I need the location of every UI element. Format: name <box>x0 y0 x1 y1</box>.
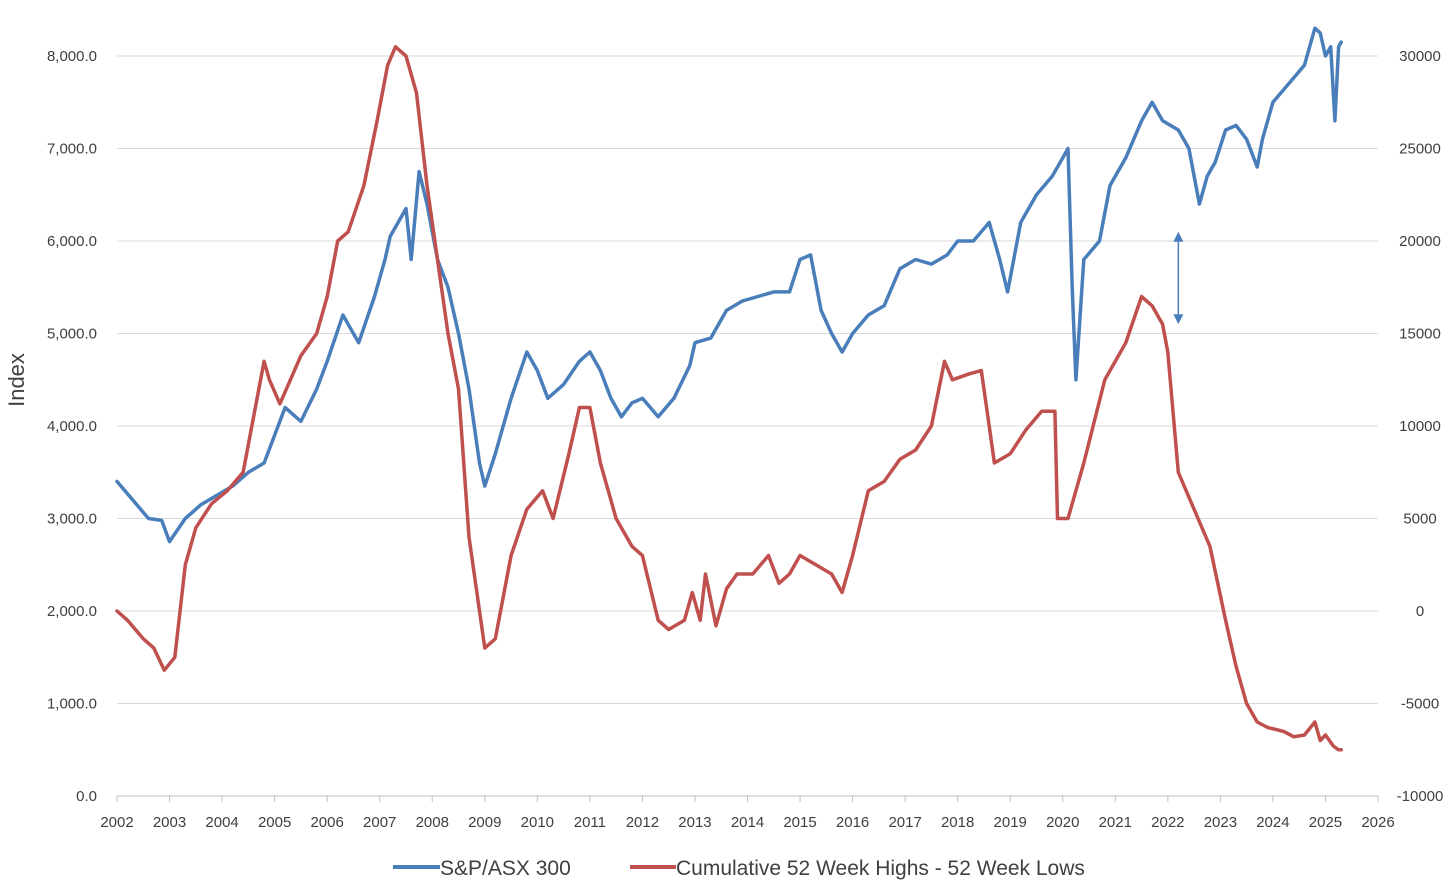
y-tick-label: 8,000.0 <box>47 48 97 65</box>
x-tick-label: 2020 <box>1046 814 1079 831</box>
x-tick-label: 2019 <box>994 814 1027 831</box>
x-tick-label: 2023 <box>1204 814 1237 831</box>
y2-tick-label: 20000 <box>1399 233 1441 250</box>
legend: S&P/ASX 300 Cumulative 52 Week Highs - 52… <box>393 857 1085 880</box>
arrow-head-up <box>1173 231 1184 242</box>
y-tick-label: 3,000.0 <box>47 511 97 528</box>
y-tick-label: 0.0 <box>76 788 97 805</box>
x-tick-label: 2016 <box>836 814 869 831</box>
y2-tick-label: 10000 <box>1399 418 1441 435</box>
y2-tick-label: 25000 <box>1399 141 1441 158</box>
axes: 0.0 1,000.0 2,000.0 3,000.0 4,000.0 5,000.0 6,… <box>47 48 1443 831</box>
arrow-head-down <box>1173 314 1184 325</box>
y-tick-label: 1,000.0 <box>47 696 97 713</box>
x-tick-label: 2024 <box>1256 814 1289 831</box>
x-tick-label: 2008 <box>416 814 449 831</box>
double-arrow-annotation <box>1173 231 1184 325</box>
x-tick-label: 2021 <box>1099 814 1132 831</box>
legend-item: Cumulative 52 Week Highs - 52 Week Lows <box>630 857 1085 880</box>
x-tick-label: 2022 <box>1151 814 1184 831</box>
x-tick-label: 2005 <box>258 814 291 831</box>
y-tick-label: 4,000.0 <box>47 418 97 435</box>
y2-tick-label: -10000 <box>1397 788 1444 805</box>
x-tick-label: 2018 <box>941 814 974 831</box>
legend-item: S&P/ASX 300 <box>393 857 571 880</box>
x-tick-label: 2007 <box>363 814 396 831</box>
x-tick-label: 2002 <box>100 814 133 831</box>
legend-label: Cumulative 52 Week Highs - 52 Week Lows <box>676 857 1085 880</box>
series-line-cumulative-highs-lows <box>115 45 1343 752</box>
y2-tick-label: 30000 <box>1399 48 1441 65</box>
x-tick-label: 2003 <box>153 814 186 831</box>
x-tick-label: 2012 <box>626 814 659 831</box>
x-tick-label: 2009 <box>468 814 501 831</box>
x-tick-label: 2015 <box>783 814 816 831</box>
x-tick-label: 2014 <box>731 814 764 831</box>
y2-tick-label: 0 <box>1416 603 1424 620</box>
x-tick-label: 2026 <box>1361 814 1394 831</box>
y2-tick-label: 15000 <box>1399 326 1441 343</box>
series-layer <box>115 26 1343 752</box>
annotations <box>1173 231 1184 325</box>
x-tick-label: 2017 <box>888 814 921 831</box>
legend-label: S&P/ASX 300 <box>440 857 571 880</box>
x-tick-label: 2006 <box>310 814 343 831</box>
y-axis-title: Index <box>4 353 29 407</box>
y-tick-label: 6,000.0 <box>47 233 97 250</box>
y2-tick-label: -5000 <box>1401 696 1439 713</box>
x-tick-label: 2010 <box>521 814 554 831</box>
y-tick-label: 5,000.0 <box>47 326 97 343</box>
x-tick-label: 2025 <box>1309 814 1342 831</box>
y-tick-label: 2,000.0 <box>47 603 97 620</box>
x-tick-label: 2011 <box>574 814 606 831</box>
y2-tick-label: 5000 <box>1403 511 1436 528</box>
gridlines <box>117 55 1378 704</box>
y-tick-label: 7,000.0 <box>47 141 97 158</box>
x-tick-label: 2013 <box>678 814 711 831</box>
series-line-sp-asx-300 <box>115 26 1343 544</box>
x-tick-label: 2004 <box>205 814 238 831</box>
